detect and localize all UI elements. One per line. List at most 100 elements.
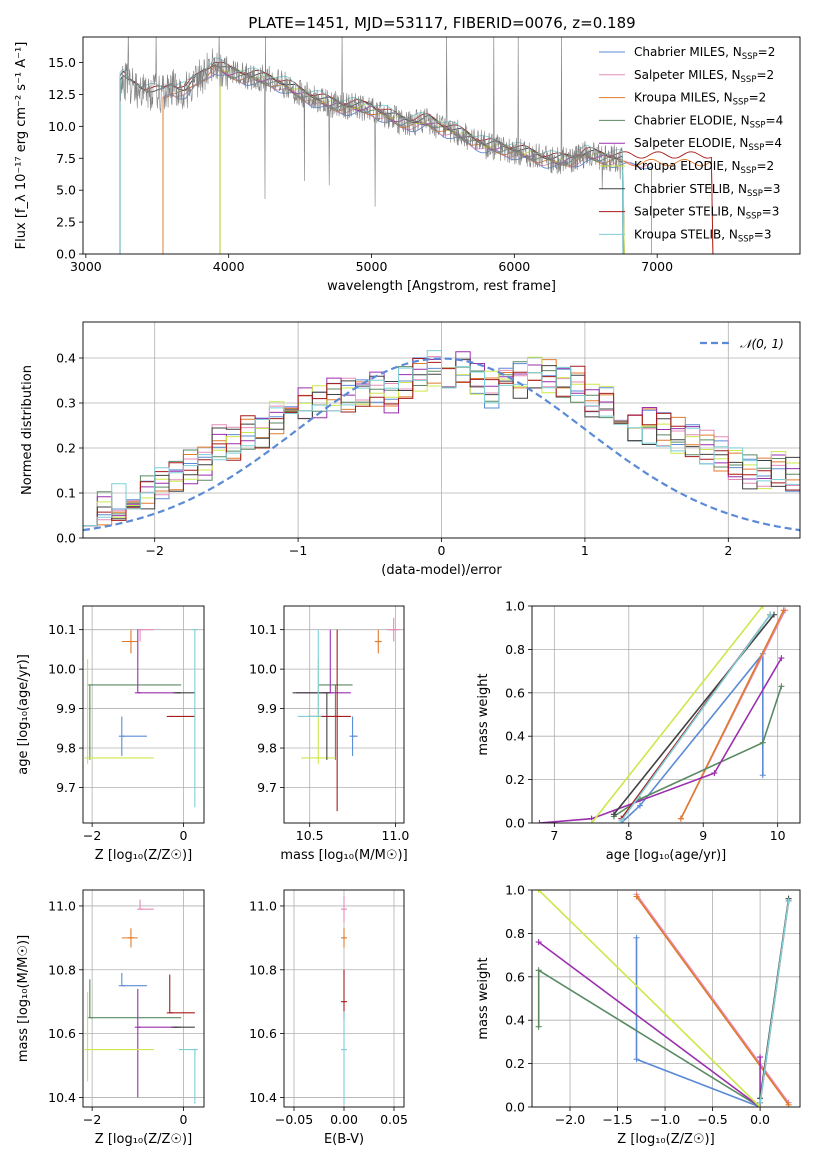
x-tick-label: −1.5 (602, 1112, 632, 1127)
axes-frame (82, 889, 205, 1108)
x-tick-label: 0.05 (380, 1112, 408, 1127)
plot-area-massweight-vs-Z (532, 890, 800, 1107)
plot-area-massweight-vs-age (532, 606, 800, 823)
errorbar-point-6 (292, 692, 330, 760)
model-line-2 (162, 65, 714, 254)
x-axis-label: Z [log₁₀(Z/Z☉)] (95, 1132, 192, 1147)
y-tick-label: 9.7 (56, 780, 76, 795)
figure-title: PLATE=1451, MJD=53117, FIBERID=0076, z=0… (248, 14, 635, 32)
errorbar-point-1 (386, 617, 401, 642)
y-tick-label: 2.5 (56, 215, 76, 230)
legend-sub: SSP (748, 143, 764, 153)
model-line-1 (162, 70, 652, 254)
y-tick-label: 10.1 (48, 622, 76, 637)
errorbar-point-1 (341, 928, 347, 948)
x-tick-label: 10 (770, 828, 786, 843)
y-tick-label: 10.6 (249, 1026, 277, 1041)
y-tick-label: 10.0 (48, 662, 76, 677)
y-tick-label: 0.4 (505, 1013, 525, 1028)
y-axis-label: mass weight (476, 957, 491, 1039)
legend-count: =2 (758, 45, 776, 59)
x-tick-label: 11.0 (382, 828, 410, 843)
weight-line-4 (538, 941, 761, 1107)
x-tick-label: −2 (83, 1112, 101, 1127)
y-tick-label: 9.8 (56, 741, 76, 756)
x-tick-label: 4000 (213, 259, 245, 274)
legend-entry: Kroupa ELODIE, NSSP=2 (634, 159, 774, 176)
errorbar-point-3 (86, 684, 182, 760)
x-tick-label: −0.5 (697, 1112, 727, 1127)
x-tick-label: −1 (289, 543, 307, 558)
errorbar-point-4 (296, 629, 351, 694)
histogram-4 (83, 351, 800, 527)
x-tick-label: 0 (438, 543, 446, 558)
x-axis-label: E(B-V) (324, 1132, 364, 1147)
weight-marker (535, 939, 542, 946)
weight-line-2 (635, 896, 790, 1106)
errorbar-point-8 (191, 629, 198, 808)
legend-count: =3 (763, 182, 781, 196)
x-axis-label: mass [log₁₀(M/M☉)] (280, 848, 407, 863)
legend-entry: Salpeter MILES, NSSP=2 (634, 68, 774, 85)
weight-marker (636, 802, 643, 809)
axes-mass-vs-ebv: −0.05 0.00 0.05 10.4 10.6 10.8 11.0 E(B-V) (249, 889, 408, 1147)
weight-marker (633, 893, 640, 900)
y-tick-label: 9.7 (257, 780, 277, 795)
legend-sub: SSP (733, 98, 749, 108)
x-tick-label: −2 (145, 543, 163, 558)
errorbar-point-3 (341, 1011, 347, 1104)
weight-marker (588, 820, 595, 823)
legend-sub: SSP (750, 120, 766, 130)
x-axis-label: age [log₁₀(age/yr)] (606, 848, 727, 863)
legend-entry: Chabrier STELIB, NSSP=3 (634, 182, 781, 199)
errorbar-point-1 (137, 629, 154, 642)
axes-residuals: −2 −1 0 1 2 0.0 0.1 0.2 0.3 0.4 (data-model)/error… (20, 321, 801, 578)
y-tick-label: 0.2 (56, 441, 76, 456)
x-tick-label: 0 (179, 828, 187, 843)
y-tick-label: 0.3 (56, 396, 76, 411)
y-tick-label: 0.2 (505, 1056, 525, 1071)
weight-marker (757, 1099, 764, 1106)
errorbar-point-2 (121, 928, 138, 948)
model-line-6 (119, 64, 624, 254)
weight-line-4 (539, 657, 783, 823)
plot-area-age-vs-mass (284, 606, 404, 823)
legend-count: =4 (766, 113, 784, 127)
x-axis-label: (data-model)/error (381, 563, 502, 578)
weight-marker (535, 1023, 542, 1030)
errorbar-point-3 (318, 684, 353, 760)
weight-marker (536, 820, 543, 823)
y-tick-label: 10.1 (249, 622, 277, 637)
y-tick-label: 10.6 (48, 1026, 76, 1041)
legend-sub: SSP (741, 166, 757, 176)
weight-marker (535, 967, 542, 974)
legend-sub: SSP (747, 189, 763, 199)
legend-sub: SSP (738, 234, 754, 244)
x-tick-label: −0.05 (275, 1112, 313, 1127)
legend-count: =2 (756, 68, 774, 82)
x-tick-label: 7 (550, 828, 558, 843)
y-tick-label: 11.0 (48, 898, 76, 913)
histogram-6 (83, 358, 800, 526)
normal-curve (83, 357, 800, 532)
weight-marker (535, 890, 542, 893)
x-tick-label: −2.0 (555, 1112, 585, 1127)
legend-sub: SSP (742, 52, 758, 62)
weight-marker (778, 683, 785, 690)
legend-sub: SSP (746, 212, 762, 222)
legend-normal-label: 𝒩(0, 1) (740, 337, 784, 351)
axes-frame (82, 605, 205, 824)
y-axis-label: age [log₁₀(age/yr)] (16, 654, 31, 775)
axes-frame (82, 321, 801, 539)
errorbar-point-3 (86, 979, 182, 1019)
x-tick-label: 0.0 (750, 1112, 770, 1127)
x-tick-label: 9 (699, 828, 707, 843)
x-axis-label: wavelength [Angstrom, rest frame] (327, 279, 556, 294)
legend-entry: Chabrier ELODIE, NSSP=4 (634, 113, 783, 130)
axes-frame (531, 889, 801, 1108)
y-tick-label: 1.0 (505, 883, 525, 898)
legend: Chabrier MILES, NSSP=2 Salpeter MILES, NS… (599, 45, 783, 244)
legend-count: =4 (764, 136, 782, 150)
weight-line-8 (759, 900, 790, 1103)
